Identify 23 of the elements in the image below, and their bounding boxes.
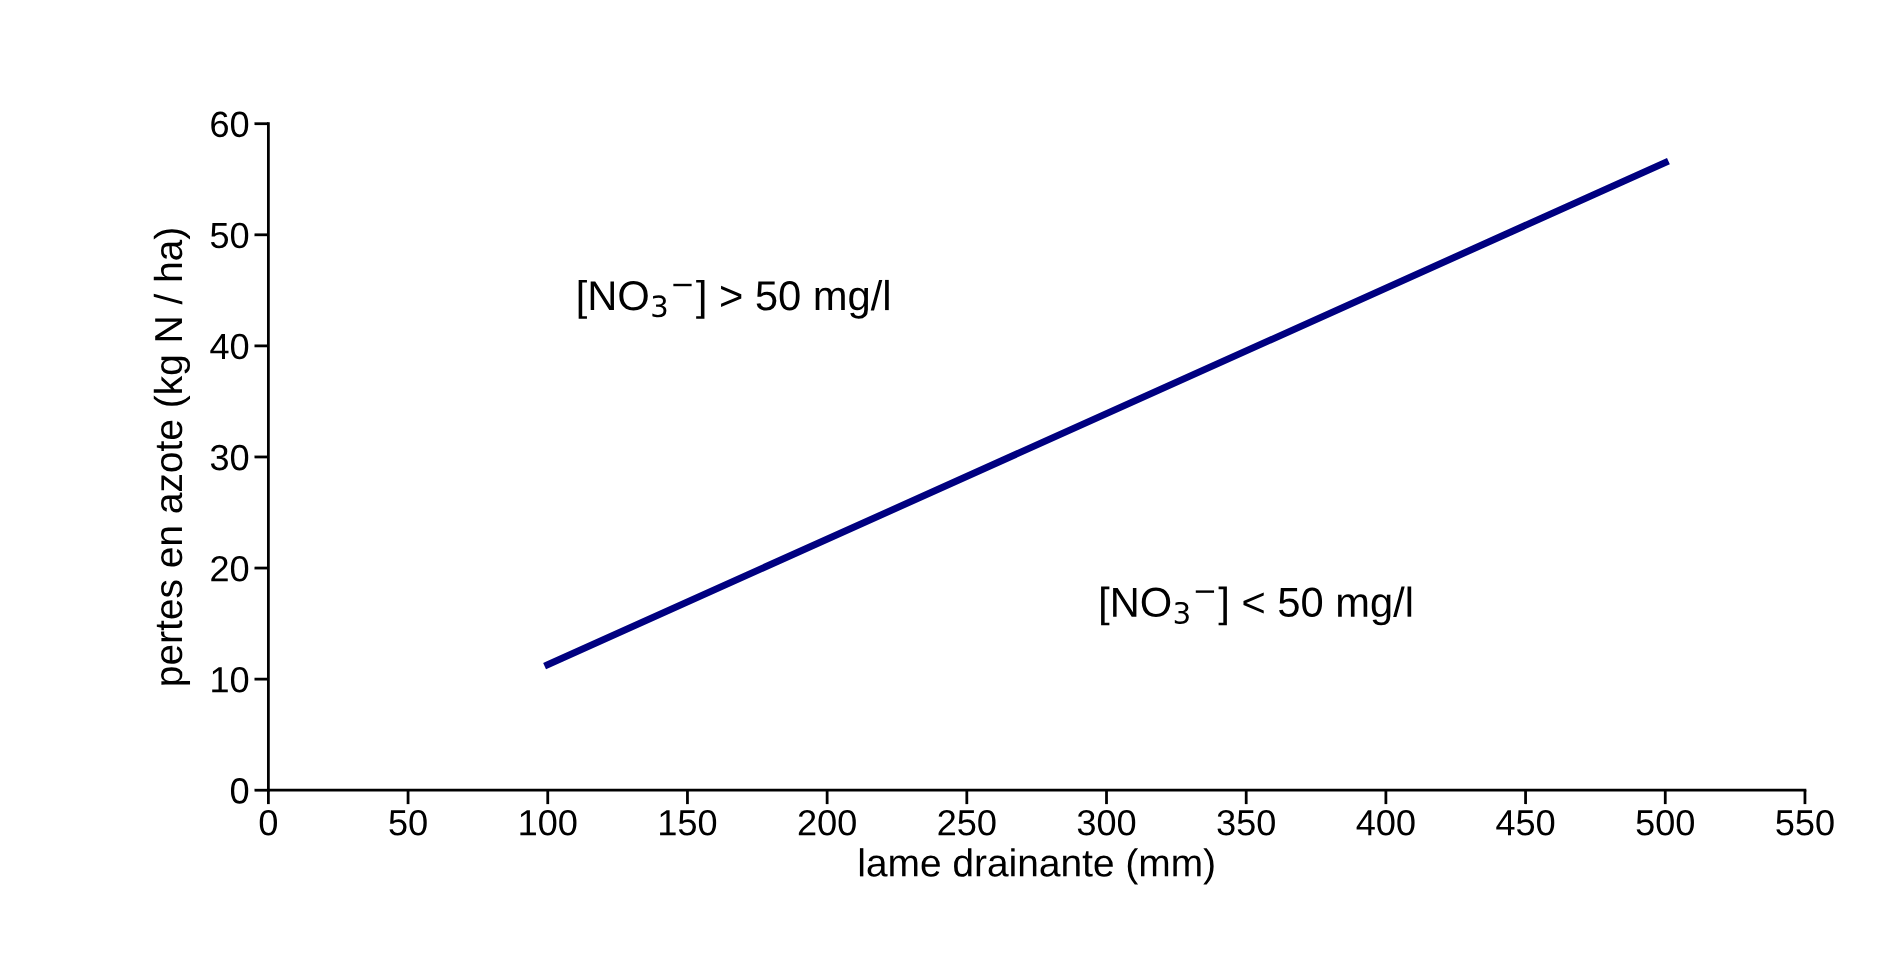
x-tick-label: 400 <box>1356 809 1415 836</box>
x-tick-label: 100 <box>520 809 577 836</box>
y-tick-label: 30 <box>210 444 249 471</box>
x-tick-label: 300 <box>1077 809 1136 836</box>
annotation: [NO$_{3}$$^{−}$] < 50 mg/l <box>1101 586 1412 626</box>
y-tick-label: 60 <box>211 111 249 138</box>
x-tick-label: 350 <box>1217 809 1275 836</box>
x-tick-label: 250 <box>938 809 996 836</box>
x-tick-label: 0 <box>259 809 278 836</box>
y-tick-label: 50 <box>210 222 249 249</box>
y-axis-title: pertes en azote (kg N / ha) <box>153 229 191 685</box>
x-tick-label: 500 <box>1636 809 1694 836</box>
y-tick-label: 40 <box>210 333 249 360</box>
x-tick-label: 150 <box>660 809 717 836</box>
x-tick-label: 200 <box>798 809 856 836</box>
annotation: [NO$_{3}$$^{−}$] > 50 mg/l <box>578 279 889 319</box>
x-tick-label: 50 <box>389 809 427 836</box>
x-tick-label: 550 <box>1776 809 1834 836</box>
y-tick-label: 20 <box>211 555 249 582</box>
x-tick-label: 450 <box>1496 809 1555 836</box>
x-axis-title: lame drainante (mm) <box>859 848 1214 885</box>
y-tick-label: 0 <box>230 778 249 804</box>
y-tick-label: 10 <box>212 667 249 693</box>
